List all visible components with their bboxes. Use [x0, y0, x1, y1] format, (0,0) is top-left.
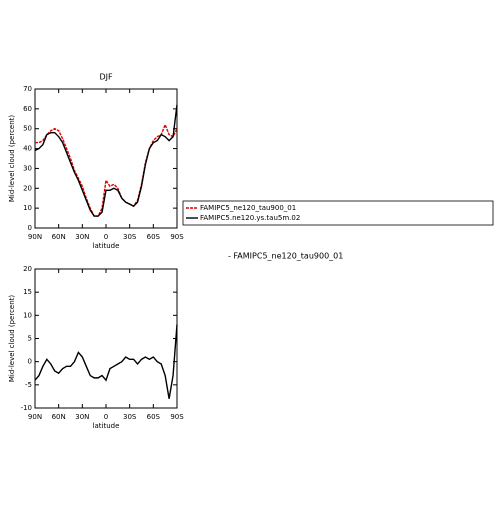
- x-tick-label: 0: [104, 413, 108, 421]
- y-tick-label: 70: [23, 85, 32, 93]
- legend-label: FAMIPC5.ne120.ys.tau5m.02: [200, 214, 300, 222]
- x-tick-label: 90S: [170, 413, 184, 421]
- y-tick-label: 10: [23, 311, 32, 319]
- x-axis-label: latitude: [93, 422, 120, 430]
- x-tick-label: 60N: [52, 413, 66, 421]
- y-tick-label: 50: [23, 125, 32, 133]
- y-tick-label: 0: [28, 224, 32, 232]
- x-tick-label: 30N: [75, 413, 89, 421]
- y-tick-label: 15: [23, 288, 32, 296]
- x-tick-label: 60S: [147, 413, 161, 421]
- legend-label: FAMIPC5_ne120_tau900_01: [200, 204, 296, 212]
- x-tick-label: 90N: [28, 233, 42, 241]
- legend-box: [182, 200, 494, 226]
- x-tick-label: 90S: [170, 233, 184, 241]
- line-series: [35, 122, 178, 217]
- x-tick-label: 30S: [123, 233, 137, 241]
- y-tick-label: 10: [23, 204, 32, 212]
- x-tick-label: 30S: [123, 413, 137, 421]
- y-tick-label: 30: [23, 164, 32, 172]
- x-tick-label: 0: [104, 233, 108, 241]
- y-axis-label: Mid-level cloud (percent): [8, 115, 16, 203]
- x-axis-label: latitude: [93, 242, 120, 250]
- y-tick-label: -10: [21, 404, 32, 412]
- y-tick-label: -5: [25, 381, 32, 389]
- x-tick-label: 60N: [52, 233, 66, 241]
- line-series: [34, 104, 178, 217]
- y-tick-label: 0: [28, 358, 32, 366]
- y-tick-label: 40: [23, 145, 32, 153]
- annotation: - FAMIPC5_ne120_tau900_01: [228, 252, 343, 261]
- y-axis-label: Mid-level cloud (percent): [8, 295, 16, 383]
- chart-title: DJF: [99, 73, 113, 82]
- y-tick-label: 20: [23, 265, 32, 273]
- y-tick-label: 20: [23, 184, 32, 192]
- y-tick-label: 5: [28, 335, 32, 343]
- y-tick-label: 60: [23, 105, 32, 113]
- line-series: [34, 324, 178, 399]
- x-tick-label: 90N: [28, 413, 42, 421]
- x-tick-label: 60S: [147, 233, 161, 241]
- x-tick-label: 30N: [75, 233, 89, 241]
